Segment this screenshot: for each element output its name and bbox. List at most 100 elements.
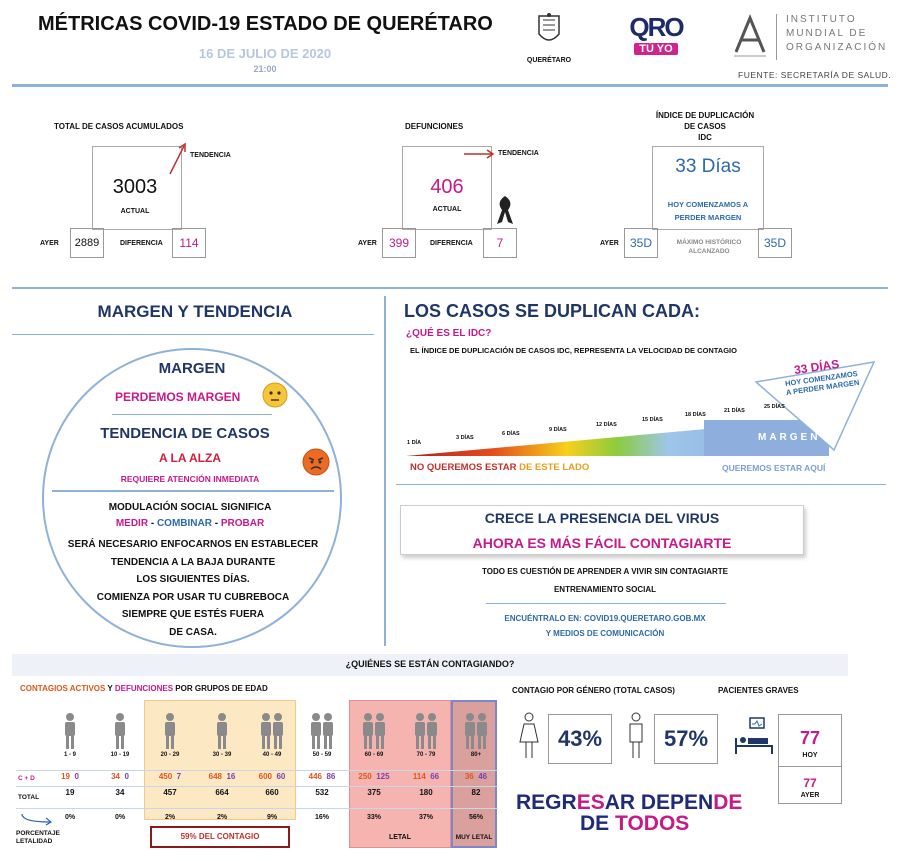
age-group-column: 30 - 39 648 16 664 2% bbox=[200, 700, 244, 830]
slogan-p5: DE bbox=[580, 812, 616, 835]
total-value: 660 bbox=[265, 788, 279, 797]
trend-up-arrow-icon bbox=[169, 142, 186, 175]
slogan-p6: TODOS bbox=[615, 812, 690, 835]
active-cases-value: 114 bbox=[412, 772, 426, 781]
male-pct: 57% bbox=[663, 726, 709, 751]
people-icon bbox=[261, 713, 283, 749]
female-icon bbox=[519, 712, 539, 758]
age-label: 30 - 39 bbox=[212, 752, 232, 758]
cases-diff-label: DIFERENCIA bbox=[120, 240, 163, 247]
margin-heading-underline bbox=[12, 334, 374, 335]
deaths-diff-box: 7 bbox=[483, 228, 517, 258]
idc-day-12: 12 DÍAS bbox=[596, 422, 617, 428]
person-icon bbox=[115, 713, 125, 749]
slogan-p3: AR DEPEN bbox=[604, 791, 714, 814]
tu-yo-logo-text: TÚ YO bbox=[634, 43, 678, 55]
contagion-box: 59% DEL CONTAGIO bbox=[150, 826, 290, 848]
institute-name: INSTITUTO MUNDIAL DE ORGANIZACIÓN bbox=[786, 13, 887, 55]
cd-values: 648 16 bbox=[200, 772, 244, 781]
margin-circle bbox=[42, 348, 342, 648]
people-icon bbox=[311, 713, 333, 749]
institute-line-3: ORGANIZACIÓN bbox=[786, 42, 888, 53]
virus-line-1: CRECE LA PRESENCIA DEL VIRUS bbox=[484, 510, 720, 526]
virus-box bbox=[400, 505, 804, 555]
age-label: 40 - 49 bbox=[262, 752, 282, 758]
sub-and: Y bbox=[105, 684, 115, 693]
idc-box bbox=[652, 146, 764, 230]
institute-a-icon bbox=[734, 14, 766, 57]
row-cd-label: C + D bbox=[18, 775, 35, 782]
margin-body-line-6: DE CASA. bbox=[169, 626, 217, 638]
page-title: MÉTRICAS COVID-19 ESTADO DE QUERÉTARO bbox=[38, 13, 493, 35]
age-label: 20 - 29 bbox=[160, 752, 180, 758]
deaths-value: 66 bbox=[430, 772, 440, 781]
who-banner bbox=[12, 654, 848, 676]
male-pct-box: 57% bbox=[654, 714, 718, 764]
person-icon bbox=[65, 713, 75, 749]
mourning-ribbon-icon bbox=[497, 196, 513, 224]
slogan-p1: REGR bbox=[516, 791, 577, 814]
slogan-p2: ES bbox=[576, 791, 605, 814]
combinar-text: COMBINAR bbox=[156, 518, 212, 529]
gender-title: CONTAGIO POR GÉNERO (TOTAL CASOS) bbox=[512, 686, 675, 695]
idc-title: ÍNDICE DE DUPLICACIÓN DE CASOS IDC bbox=[655, 111, 755, 142]
age-label: 70 - 79 bbox=[416, 752, 436, 758]
lethality-pct: 56% bbox=[468, 814, 483, 821]
idc-day-1: 1 DÍA bbox=[407, 440, 422, 446]
sub-deaths: DEFUNCIONES bbox=[114, 684, 174, 693]
cases-yesterday-label: AYER bbox=[40, 240, 59, 247]
people-icon bbox=[465, 713, 487, 749]
virus-line-2: AHORA ES MÁS FÁCIL CONTAGIARTE bbox=[472, 535, 732, 551]
cases-yesterday-box: 2889 bbox=[70, 228, 104, 258]
trend-right-arrow-icon bbox=[464, 149, 495, 159]
modulation-line: MODULACIÓN SOCIAL SIGNIFICA bbox=[108, 502, 272, 513]
active-cases-value: 648 bbox=[208, 772, 222, 781]
deaths-value: 7 bbox=[176, 772, 182, 781]
deaths-value: 0 bbox=[124, 772, 129, 781]
age-label: 80+ bbox=[470, 752, 482, 758]
total-value: 532 bbox=[315, 788, 329, 797]
data-source: FUENTE: SECRETARÍA DE SALUD. bbox=[738, 70, 892, 80]
total-value: 180 bbox=[419, 788, 433, 797]
cd-values: 34 0 bbox=[98, 772, 142, 781]
angry-face-icon bbox=[302, 448, 330, 476]
active-cases-value: 250 bbox=[358, 772, 372, 781]
modulation-actions: MEDIR - COMBINAR - PROBAR bbox=[70, 518, 310, 529]
active-cases-value: 36 bbox=[464, 772, 474, 781]
lethality-pct: 37% bbox=[418, 814, 433, 821]
severe-title: PACIENTES GRAVES bbox=[718, 686, 799, 695]
left-note-part-1: NO QUEREMOS ESTAR bbox=[410, 462, 520, 473]
lethality-pct: 16% bbox=[314, 814, 329, 821]
qro-tu-yo-logo: QRO TÚ YO bbox=[626, 12, 686, 62]
idc-value: 33 Días bbox=[675, 156, 741, 177]
idc-max-box: 35D bbox=[758, 228, 792, 258]
deaths-current-value: 406 bbox=[430, 176, 464, 198]
age-group-column: 70 - 79 114 66 180 37% bbox=[404, 700, 448, 830]
sep-2: - bbox=[211, 518, 221, 529]
queretaro-logo-text: QUERÉTARO bbox=[526, 57, 572, 64]
active-cases-value: 600 bbox=[258, 772, 272, 781]
idc-question: ¿QUÉ ES EL IDC? bbox=[406, 328, 492, 339]
margin-body: SERÁ NECESARIO ENFOCARNOS EN ESTABLECER … bbox=[55, 536, 331, 641]
deaths-diff-value: 7 bbox=[496, 236, 504, 250]
worried-face-icon bbox=[262, 382, 288, 408]
age-group-column: 1 - 9 19 0 19 0% bbox=[48, 700, 92, 830]
letal-label: LETAL bbox=[388, 834, 412, 841]
cd-values: 36 46 bbox=[454, 772, 498, 781]
age-label: 60 - 69 bbox=[364, 752, 384, 758]
medir-text: MEDIR bbox=[115, 518, 149, 529]
severe-yesterday: 77 bbox=[803, 776, 817, 790]
cd-values: 450 7 bbox=[148, 772, 192, 781]
cases-yesterday-value: 2889 bbox=[74, 237, 100, 249]
male-icon bbox=[629, 712, 643, 758]
right-side-note: QUEREMOS ESTAR AQUÍ bbox=[722, 463, 826, 473]
lethality-pct: 9% bbox=[266, 814, 278, 821]
idc-yesterday-value: 35D bbox=[629, 236, 652, 250]
age-group-column: 20 - 29 450 7 457 2% bbox=[148, 700, 192, 830]
muy-letal-label: MUY LETAL bbox=[455, 834, 493, 841]
trend-note: REQUIERE ATENCIÓN INMEDIATA bbox=[120, 474, 260, 484]
age-label: 1 - 9 bbox=[63, 752, 76, 758]
age-group-column: 50 - 59 446 86 532 16% bbox=[300, 700, 344, 830]
metrics-divider bbox=[12, 287, 888, 289]
find-link[interactable]: ENCUÉNTRALO EN: COVID19.QUERETARO.GOB.MX bbox=[504, 614, 706, 623]
